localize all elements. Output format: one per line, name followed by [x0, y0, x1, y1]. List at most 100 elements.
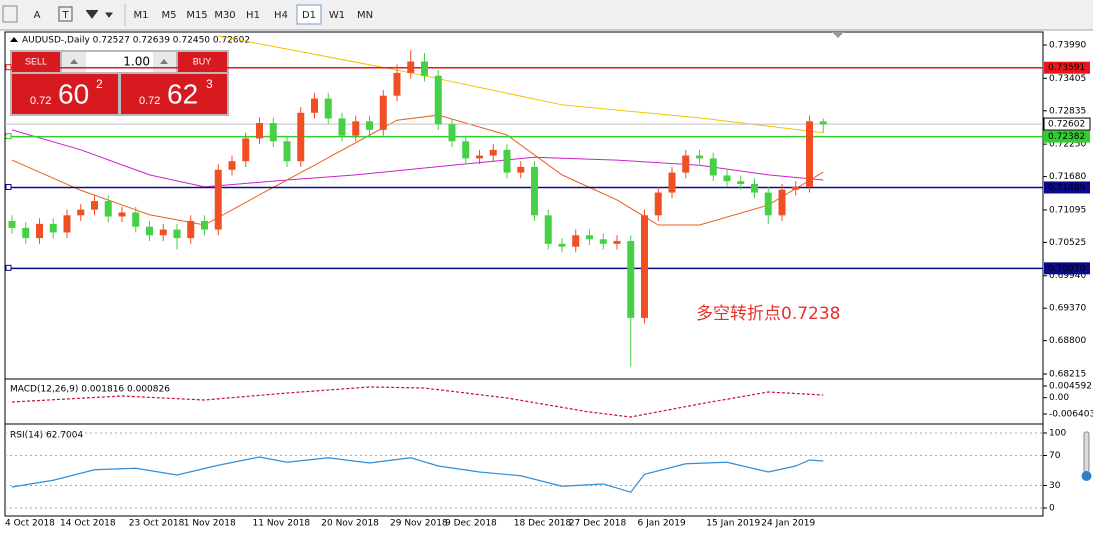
candle-body: [173, 229, 181, 239]
sell-price-box[interactable]: [12, 74, 118, 114]
candle-body: [531, 166, 538, 216]
timeframe-button[interactable]: M5: [162, 10, 177, 21]
symbol-icon: [10, 37, 18, 42]
level-tag: [1044, 130, 1090, 143]
candle-body: [118, 212, 126, 217]
buy-label[interactable]: BUY: [193, 56, 212, 66]
sell-price-small: 2: [96, 77, 103, 91]
sell-price-prefix: 0.72: [30, 95, 51, 107]
tool-label[interactable]: T: [61, 10, 69, 21]
y-tick-label: 0.69370: [1049, 304, 1086, 314]
price-tag-label: 0.72602: [1048, 120, 1085, 130]
level-tag-label: 0.73591: [1048, 63, 1085, 73]
x-tick-label: 9 Dec 2018: [445, 519, 497, 529]
candle-body: [489, 149, 497, 156]
timeframe-button[interactable]: MN: [357, 10, 373, 21]
tool-icon[interactable]: [2, 5, 18, 23]
candle-body: [36, 223, 43, 239]
candle-body: [324, 98, 332, 119]
y-tick-label: 0.71095: [1049, 205, 1086, 215]
active-timeframe[interactable]: [296, 4, 322, 25]
lot-value[interactable]: 1.00: [123, 55, 150, 69]
level-handle: [5, 64, 12, 71]
x-tick-label: 20 Nov 2018: [321, 519, 379, 529]
candle-body: [132, 212, 140, 227]
sell-label[interactable]: SELL: [25, 56, 47, 66]
gauge-tube: [1083, 431, 1090, 473]
y-tick-label: 100: [1049, 428, 1066, 438]
x-tick-label: 15 Jan 2019: [706, 519, 760, 529]
indicator-line: [11, 456, 824, 493]
candle-body: [421, 61, 428, 76]
timeframe-button[interactable]: M30: [214, 10, 235, 21]
price-tag: [1043, 117, 1091, 131]
x-tick-label: 24 Jan 2019: [761, 519, 815, 529]
candle-body: [77, 209, 85, 216]
x-tick-label: 27 Dec 2018: [569, 519, 627, 529]
level-tag: [1044, 262, 1090, 275]
y-tick-label: 30: [1049, 481, 1061, 491]
tool-box[interactable]: [58, 6, 73, 22]
annotation: 多空转折点0.7238: [696, 304, 840, 324]
timeframe-button[interactable]: H1: [246, 10, 260, 21]
x-tick-label: 4 Oct 2018: [5, 519, 55, 529]
level-tag-label: 0.70070: [1048, 264, 1085, 274]
level-tag-label: 0.71489: [1048, 183, 1085, 193]
candle-body: [311, 98, 318, 113]
candle-body: [214, 169, 222, 230]
toolbar: [0, 0, 1093, 30]
x-tick-label: 1 Nov 2018: [184, 519, 236, 529]
moving-average: [218, 35, 824, 134]
candle-body: [819, 121, 827, 125]
tool-text[interactable]: A: [34, 10, 41, 21]
candle-body: [696, 155, 703, 159]
y-tick-label: 0.68215: [1049, 370, 1086, 380]
shift-marker: [832, 32, 844, 38]
buy-price-big: 62: [167, 78, 198, 109]
rsi-gauge: [1081, 431, 1092, 481]
y-tick-label: 0.71680: [1049, 172, 1086, 182]
level-tag: [1044, 181, 1090, 194]
level-tag-label: 0.72382: [1048, 132, 1085, 142]
x-tick-label: 6 Jan 2019: [638, 519, 686, 529]
candle-body: [517, 166, 525, 173]
timeframe-button[interactable]: H4: [274, 10, 288, 21]
candle-body: [201, 221, 208, 230]
candle-body: [723, 175, 731, 182]
timeframe-button[interactable]: W1: [329, 10, 345, 21]
candle-body: [379, 95, 387, 130]
candle-body: [338, 118, 346, 136]
arrow: [160, 59, 168, 64]
timeframe-button[interactable]: D1: [302, 10, 316, 21]
level-tag: [1044, 61, 1090, 74]
y-tick-label: 0.68800: [1049, 336, 1086, 346]
timeframe-button[interactable]: M1: [134, 10, 149, 21]
gauge-bulb: [1081, 471, 1092, 481]
buy-price-box[interactable]: [121, 74, 227, 114]
candle-body: [806, 121, 813, 187]
candle-body: [737, 181, 745, 185]
candle-body: [613, 240, 621, 244]
level-handle: [5, 183, 12, 190]
candle-body: [434, 75, 442, 125]
candle-body: [242, 138, 250, 162]
candle-body: [558, 243, 566, 247]
candle-body: [586, 235, 593, 240]
trade-panel: SELL 1.00 BUY 0.72 60 2 0.72 62 3: [10, 50, 229, 116]
y-tick-label: 0.72835: [1049, 106, 1086, 116]
candle-body: [63, 215, 71, 233]
candle-body: [407, 61, 415, 73]
y-tick-label: 0.00: [1049, 393, 1069, 403]
level-handle: [5, 264, 12, 271]
x-tick-label: 29 Nov 2018: [390, 519, 448, 529]
timeframe-button[interactable]: M15: [186, 10, 207, 21]
y-tick-label: 0.004592: [1049, 381, 1092, 391]
y-tick-label: -0.006403: [1049, 409, 1093, 419]
y-tick-label: 0.73990: [1049, 40, 1086, 50]
candle-body: [503, 149, 511, 173]
candle-body: [668, 172, 676, 193]
rsi-title: RSI(14) 62.7004: [10, 431, 83, 441]
tool-arrows[interactable]: [85, 9, 113, 19]
candle-body: [476, 155, 483, 159]
